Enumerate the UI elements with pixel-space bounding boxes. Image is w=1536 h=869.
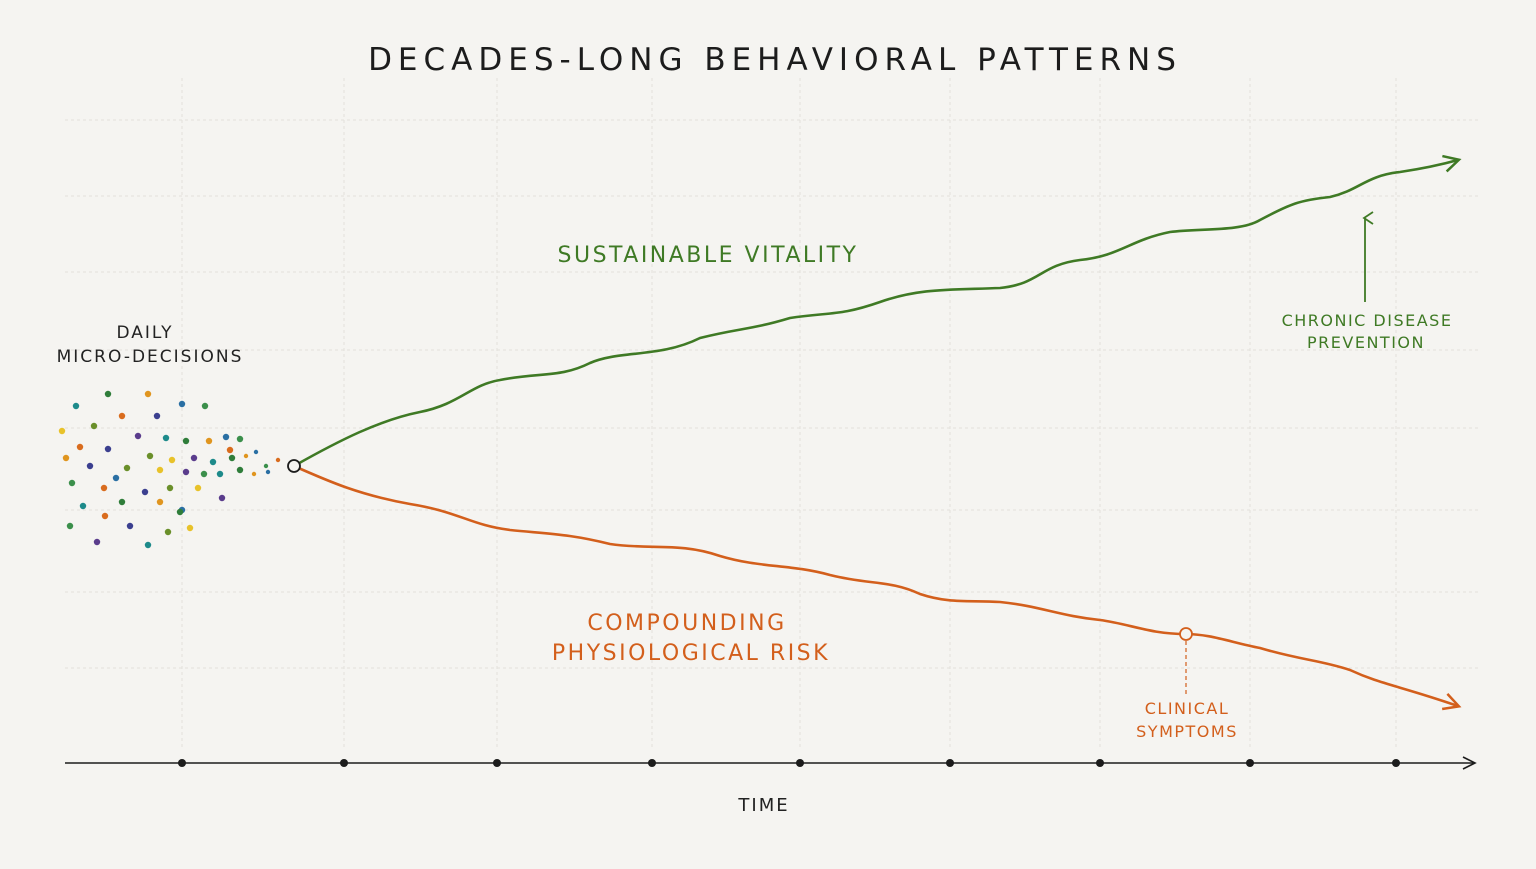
micro-decision-dot <box>76 443 84 451</box>
micro-decision-dot <box>146 452 154 460</box>
prevention-annotation-line-1: CHRONIC DISEASE <box>1282 311 1453 330</box>
micro-decision-dot <box>79 502 87 510</box>
micro-decision-dot <box>68 479 76 487</box>
symptoms-marker <box>1179 627 1193 641</box>
micro-decision-dot <box>141 488 149 496</box>
risk-trajectory <box>293 464 1462 711</box>
origin-label-line-1: DAILY <box>116 323 173 343</box>
micro-decision-dot <box>222 433 230 441</box>
micro-decision-dot <box>93 538 101 546</box>
axis-tick-dot <box>1246 759 1254 767</box>
axis-tick-dot <box>1392 759 1400 767</box>
prevention-annotation-line-2: PREVENTION <box>1307 333 1425 352</box>
time-axis-label: TIME <box>737 795 789 816</box>
micro-decision-dot <box>162 434 170 442</box>
micro-decision-dot <box>265 469 271 475</box>
micro-decision-dot <box>166 484 174 492</box>
micro-decision-dot <box>178 400 186 408</box>
micro-decision-dot <box>194 484 202 492</box>
micro-decision-dot <box>118 498 126 506</box>
axis-tick-dot <box>648 759 656 767</box>
micro-decision-dot <box>62 454 70 462</box>
risk-label-line-2: PHYSIOLOGICAL RISK <box>552 641 830 666</box>
time-axis-ticks <box>178 759 1400 767</box>
micro-decision-dot <box>101 512 109 520</box>
micro-decision-dot <box>182 468 190 476</box>
micro-decision-dot <box>168 456 176 464</box>
micro-decision-dot <box>226 446 234 454</box>
micro-decision-dot <box>153 412 161 420</box>
symptoms-annotation-line-1: CLINICAL <box>1145 699 1230 718</box>
micro-decision-dot <box>216 470 224 478</box>
micro-decision-dot <box>228 454 236 462</box>
micro-decision-dot <box>156 466 164 474</box>
axis-tick-dot <box>493 759 501 767</box>
micro-decision-dot <box>134 432 142 440</box>
micro-decision-dot <box>263 463 269 469</box>
micro-decision-dot <box>176 508 184 516</box>
micro-decision-dot <box>104 390 112 398</box>
axis-tick-dot <box>796 759 804 767</box>
micro-decision-dot <box>200 470 208 478</box>
micro-decision-dot <box>66 522 74 530</box>
micro-decision-dot <box>58 427 66 435</box>
micro-decision-dot <box>104 445 112 453</box>
axis-tick-dot <box>946 759 954 767</box>
background-grid <box>65 78 1478 750</box>
micro-decision-dots <box>58 390 281 549</box>
micro-decision-dot <box>144 541 152 549</box>
micro-decision-dot <box>190 454 198 462</box>
vitality-label: SUSTAINABLE VITALITY <box>558 243 859 268</box>
risk-label-line-1: COMPOUNDING <box>587 611 786 636</box>
axis-tick-dot <box>340 759 348 767</box>
micro-decision-dot <box>253 449 259 455</box>
micro-decision-dot <box>236 466 244 474</box>
micro-decision-dot <box>156 498 164 506</box>
origin-node <box>287 459 301 473</box>
micro-decision-dot <box>100 484 108 492</box>
micro-decision-dot <box>186 524 194 532</box>
micro-decision-dot <box>182 437 190 445</box>
micro-decision-dot <box>251 471 257 477</box>
micro-decision-dot <box>164 528 172 536</box>
micro-decision-dot <box>209 458 217 466</box>
micro-decision-dot <box>218 494 226 502</box>
micro-decision-dot <box>123 464 131 472</box>
symptoms-annotation-line-2: SYMPTOMS <box>1136 722 1238 741</box>
micro-decision-dot <box>72 402 80 410</box>
micro-decision-dot <box>126 522 134 530</box>
micro-decision-dot <box>236 435 244 443</box>
axis-tick-dot <box>1096 759 1104 767</box>
axis-tick-dot <box>178 759 186 767</box>
vitality-trajectory <box>293 154 1462 468</box>
micro-decision-dot <box>275 457 281 463</box>
diagram-title: DECADES-LONG BEHAVIORAL PATTERNS <box>368 42 1182 78</box>
micro-decision-dot <box>112 474 120 482</box>
micro-decision-dot <box>201 402 209 410</box>
micro-decision-dot <box>118 412 126 420</box>
micro-decision-dot <box>86 462 94 470</box>
micro-decision-dot <box>144 390 152 398</box>
origin-label-line-2: MICRO-DECISIONS <box>57 347 244 367</box>
micro-decision-dot <box>243 453 249 459</box>
micro-decision-dot <box>90 422 98 430</box>
micro-decision-dot <box>205 437 213 445</box>
